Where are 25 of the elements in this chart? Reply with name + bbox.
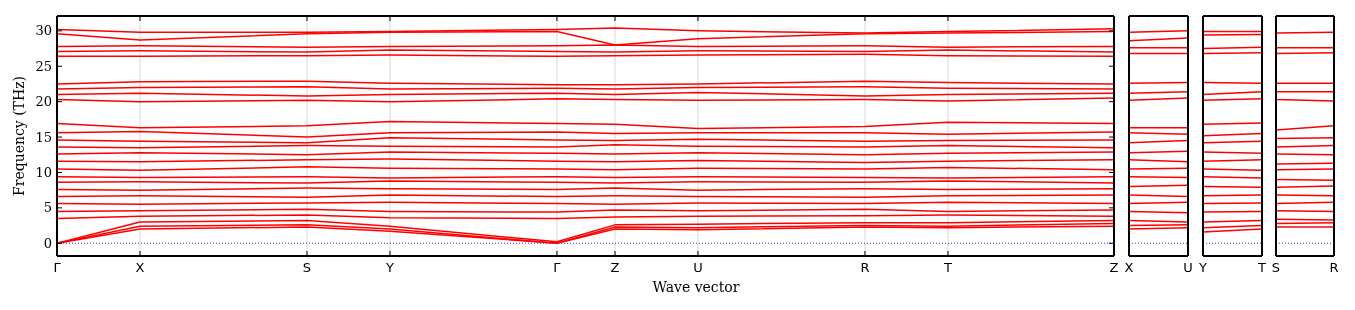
x-tick-label: X (135, 260, 145, 275)
x-tick-label: Y (1198, 260, 1208, 275)
x-tick-label: U (693, 260, 703, 275)
x-tick-label: T (1257, 260, 1267, 275)
x-axis-title: Wave vector (652, 279, 740, 295)
x-tick-label: U (1183, 260, 1193, 275)
x-tick-label: Z (1109, 260, 1119, 275)
x-tick-label: Γ (53, 260, 62, 275)
x-tick-label: R (860, 260, 870, 275)
y-tick-label: 5 (43, 200, 52, 216)
x-tick-label: Γ (553, 260, 562, 275)
y-tick-label: 20 (35, 94, 52, 110)
y-tick-label: 25 (35, 58, 52, 74)
y-axis-title: Frequency (THz) (11, 75, 27, 197)
x-tick-label: X (1124, 260, 1134, 275)
x-tick-label: S (302, 260, 312, 275)
x-tick-label: R (1329, 260, 1339, 275)
x-tick-label: T (942, 260, 952, 275)
x-tick-label: Z (610, 260, 620, 275)
y-tick-label: 10 (35, 165, 52, 181)
y-tick-label: 0 (43, 235, 52, 251)
y-tick-label: 30 (35, 23, 52, 39)
x-tick-label: S (1271, 260, 1281, 275)
x-tick-label: Y (384, 260, 394, 275)
y-tick-label: 15 (35, 129, 52, 145)
